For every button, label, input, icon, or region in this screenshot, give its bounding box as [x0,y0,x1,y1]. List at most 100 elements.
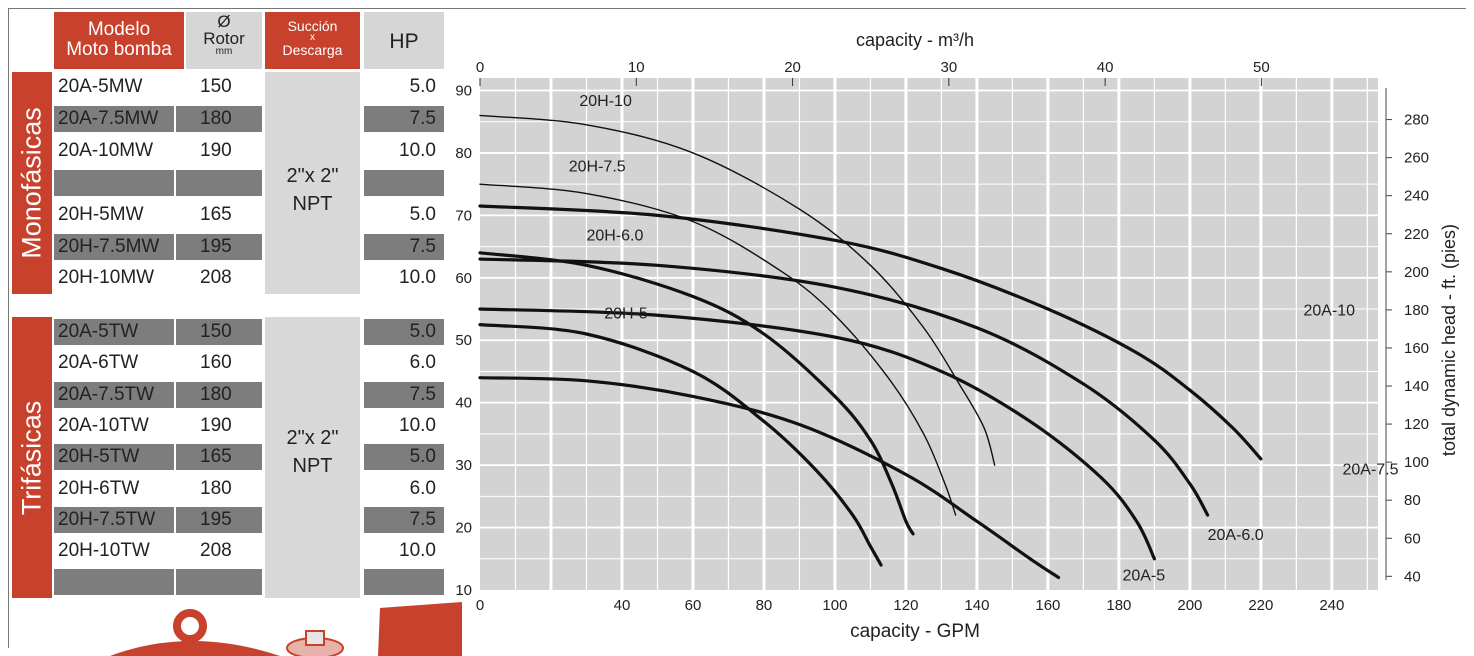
row-shading [364,169,444,196]
row-shading [176,444,262,471]
rotor-cell: 190 [200,139,232,161]
x-tick-label-bottom: 220 [1248,597,1273,614]
curve-20h-7-5 [479,183,957,516]
x-tick-label-bottom: 240 [1319,597,1344,614]
grid [480,78,1378,590]
curve-label: 20H-5 [604,305,648,322]
curve-20h-5 [478,323,883,567]
curve-20a-5 [478,376,1061,580]
rotor-cell: 190 [200,414,232,436]
row-shading [176,319,262,345]
curve-20a-6-0 [478,307,1156,561]
header-rotor-symbol: Ø [217,12,231,31]
rotor-cell: 165 [200,446,232,468]
model-cell: 20H-10MW [58,267,155,289]
x-tick-label-top: 40 [1097,59,1114,76]
y-tick-label-left: 50 [455,332,472,349]
x-tick-label-bottom: 120 [893,597,918,614]
hp-cell: 6.0 [409,352,436,374]
hp-cell: 7.5 [409,383,436,405]
x-tick-label-top: 10 [628,59,645,76]
rotor-cell: 208 [200,540,232,562]
header-suction-line2: Descarga [282,42,343,58]
model-cell: 20A-10TW [58,414,149,436]
y-tick-label-left: 10 [455,582,472,599]
header-model-line2: Moto bomba [66,39,172,60]
header-rotor-label: Rotor [203,29,245,48]
x-tick-label-bottom: 40 [614,597,631,614]
model-cell: 20H-5MW [58,203,144,225]
x-tick-label-bottom: 100 [822,597,847,614]
hp-cell: 5.0 [409,446,436,468]
header-suction-line1: Succión [287,18,338,34]
y-tick-label-left: 40 [455,395,472,412]
header-rotor-unit: mm [215,46,233,57]
y-tick-label-right: 60 [1404,530,1421,547]
header-rotor: Ø Rotor mm [186,12,262,69]
y-tick-label-left: 60 [455,270,472,287]
y-tick-label-left: 20 [455,520,472,537]
connection-trifasicas: 2"x 2" NPT [265,317,360,598]
y-tick-label-right: 240 [1404,188,1429,205]
curve-label: 20A-5 [1122,568,1165,585]
model-cell: 20H-6TW [58,477,140,499]
y-tick-label-left: 70 [455,207,472,224]
hp-cell: 7.5 [409,508,436,530]
row-shading [54,233,174,260]
curve-20a-10 [478,204,1263,461]
y-tick-label-right: 80 [1404,492,1421,509]
row-shading [54,381,174,408]
hp-cell: 10.0 [399,267,436,289]
rotor-cell: 180 [200,107,232,129]
curve-label: 20A-6.0 [1208,527,1264,544]
row-shading [176,105,262,132]
hp-cell: 7.5 [409,235,436,257]
hp-cell: 10.0 [399,414,436,436]
y-tick-label-right: 40 [1404,568,1421,585]
rotor-cell: 180 [200,383,232,405]
hp-cell: 10.0 [399,139,436,161]
row-shading [364,319,444,345]
x-tick-label-top: 0 [476,59,484,76]
x-tick-label-top: 50 [1253,59,1270,76]
model-cell: 20A-6TW [58,352,139,374]
curve-20a-7-5 [478,257,1210,517]
x-tick-label-bottom: 60 [685,597,702,614]
row-shading [176,569,262,596]
model-cell: 20A-5TW [58,321,139,342]
connection-trifasicas-type: NPT [292,455,333,477]
row-shading [364,444,444,471]
x-tick-label-bottom: 80 [756,597,773,614]
rotor-cell: 195 [200,235,232,257]
y-tick-label-right: 160 [1404,340,1429,357]
curve-label: 20H-10 [579,93,632,110]
hp-cell: 5.0 [409,76,436,97]
y-tick-label-right: 180 [1404,302,1429,319]
header-model: Modelo Moto bomba [54,12,184,69]
x-tick-label-top: 20 [784,59,801,76]
hp-cell: 5.0 [409,203,436,225]
rotor-cell: 195 [200,508,232,530]
x-axis-title-top: capacity - m³/h [856,30,974,50]
y-tick-label-right: 220 [1404,226,1429,243]
header-hp: HP [364,12,444,69]
x-tick-label-bottom: 160 [1035,597,1060,614]
row-shading [176,233,262,260]
y-tick-label-right: 280 [1404,112,1429,129]
header-hp-label: HP [389,30,419,53]
model-cell: 20A-5MW [58,76,143,97]
row-shading [176,506,262,533]
y-axis-title-right: total dynamic head - ft. (pies) [1439,224,1459,456]
model-cell: 20H-10TW [58,540,150,562]
curve-20h-6-0 [478,251,915,536]
model-cell: 20A-7.5TW [58,383,155,405]
hp-cell: 10.0 [399,540,436,562]
rotor-cell: 165 [200,203,232,225]
pump-illustration [110,602,462,656]
y-tick-label-left: 30 [455,457,472,474]
rotor-cell: 180 [200,477,232,499]
row-shading [364,105,444,132]
curve-label: 20H-7.5 [569,159,626,176]
rotor-cell: 150 [200,76,232,97]
